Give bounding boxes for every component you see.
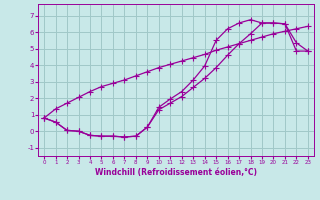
X-axis label: Windchill (Refroidissement éolien,°C): Windchill (Refroidissement éolien,°C) bbox=[95, 168, 257, 177]
